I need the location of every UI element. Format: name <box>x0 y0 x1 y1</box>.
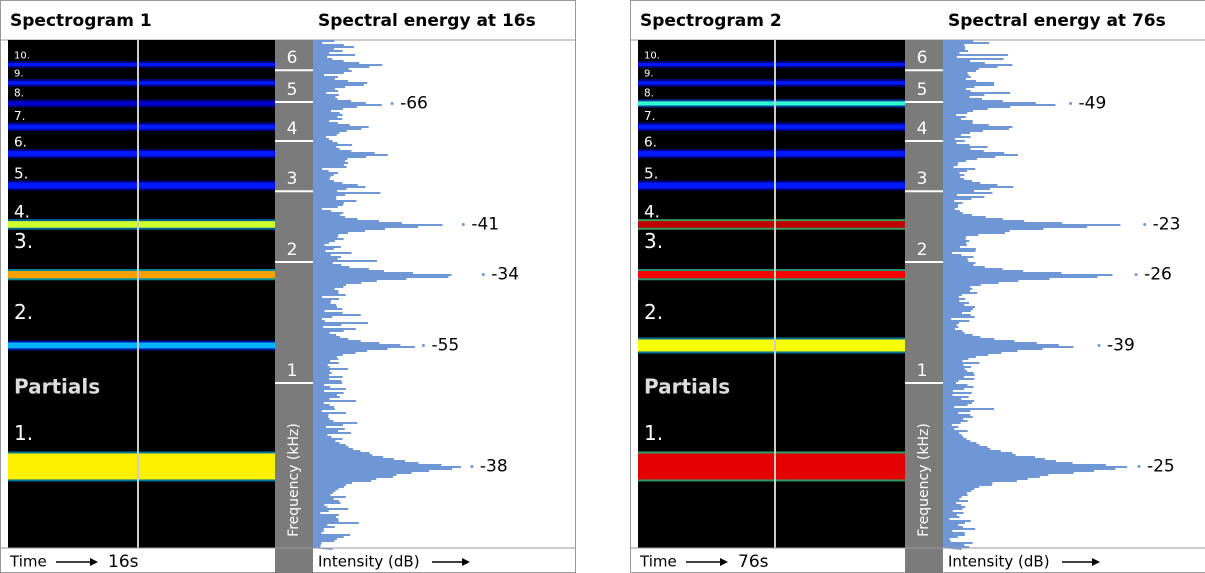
freq-tick-label: 3 <box>917 169 928 189</box>
partial-band <box>8 124 275 130</box>
peak-label: -66 <box>400 93 428 113</box>
partial-band <box>638 124 905 130</box>
peak-label: -55 <box>431 335 459 355</box>
partial-label: 2. <box>14 300 33 324</box>
partial-band <box>638 221 905 228</box>
freq-axis-label: Frequency (kHz) <box>286 423 302 537</box>
partial-band <box>638 339 905 352</box>
peak-label: -23 <box>1153 214 1181 234</box>
panel: Spectrogram 2 Spectral energy at 76s 1. 2. 3… <box>630 0 1205 573</box>
partial-band <box>638 101 905 106</box>
partial-label: 5. <box>14 164 29 182</box>
freq-tick-label: 4 <box>917 119 928 139</box>
partials-label: Partials <box>644 375 730 399</box>
partial-label: 5. <box>644 164 659 182</box>
partial-label: 4. <box>644 201 660 221</box>
time-arrowhead <box>90 558 98 566</box>
partial-band <box>8 271 275 279</box>
partial-label: 1. <box>644 421 663 445</box>
peak-marker <box>421 343 425 347</box>
partial-label: 10. <box>14 50 30 61</box>
partial-label: 3. <box>644 229 663 253</box>
partial-label: 6. <box>644 135 657 151</box>
partial-band <box>638 182 905 189</box>
energy-title: Spectral energy at 16s <box>318 11 536 31</box>
time-arrowhead <box>720 558 728 566</box>
partial-label: 9. <box>14 68 24 79</box>
peak-label: -41 <box>471 214 499 234</box>
peak-marker <box>390 101 394 105</box>
peak-marker <box>1134 273 1138 277</box>
peak-marker <box>1097 343 1101 347</box>
peak-label: -26 <box>1144 265 1172 285</box>
spectral-envelope <box>313 40 462 550</box>
intensity-arrowhead <box>462 558 470 566</box>
partial-band <box>638 81 905 85</box>
peak-label: -39 <box>1107 335 1135 355</box>
freq-tick-label: 1 <box>287 361 298 381</box>
time-label: Time <box>639 553 677 571</box>
partial-band <box>8 101 275 106</box>
partial-label: 8. <box>14 87 24 99</box>
energy-title: Spectral energy at 76s <box>948 11 1166 31</box>
peak-marker <box>470 464 474 468</box>
freq-tick-label: 2 <box>287 240 298 260</box>
freq-tick-label: 3 <box>287 169 298 189</box>
freq-tick-label: 5 <box>917 80 928 100</box>
partial-label: 7. <box>14 109 25 123</box>
freq-tick-label: 5 <box>287 80 298 100</box>
partial-label: 8. <box>644 87 654 99</box>
time-value: 76s <box>738 552 769 572</box>
peak-label: -25 <box>1147 456 1175 476</box>
partial-band <box>8 182 275 189</box>
frequency-axis <box>275 40 313 573</box>
freq-tick-label: 4 <box>287 119 298 139</box>
partial-band <box>638 271 905 279</box>
partial-label: 1. <box>14 421 33 445</box>
partial-band <box>8 62 275 66</box>
partial-band <box>8 453 275 480</box>
freq-tick-label: 6 <box>917 48 928 68</box>
time-value: 16s <box>108 552 139 572</box>
peak-marker <box>1137 464 1141 468</box>
spectrogram-title: Spectrogram 2 <box>640 11 782 31</box>
partial-band <box>8 342 275 349</box>
peak-label: -49 <box>1079 93 1107 113</box>
partial-band <box>8 150 275 157</box>
spectral-envelope <box>943 40 1128 550</box>
partials-label: Partials <box>14 375 100 399</box>
peak-label: -34 <box>491 265 519 285</box>
peak-marker <box>461 222 465 226</box>
intensity-label: Intensity (dB) <box>318 553 420 571</box>
freq-tick-label: 6 <box>287 48 298 68</box>
spectrogram-title: Spectrogram 1 <box>10 11 152 31</box>
peak-marker <box>481 273 485 277</box>
partial-label: 2. <box>644 300 663 324</box>
partial-band <box>638 62 905 66</box>
freq-axis-label: Frequency (kHz) <box>916 423 932 537</box>
time-label: Time <box>9 553 47 571</box>
peak-marker <box>1143 222 1147 226</box>
partial-label: 7. <box>644 109 655 123</box>
peak-marker <box>1069 101 1073 105</box>
panel: Spectrogram 1 Spectral energy at 16s 1. 2. 3… <box>0 0 576 573</box>
freq-tick-label: 2 <box>917 240 928 260</box>
partial-label: 4. <box>14 201 30 221</box>
partial-band <box>638 150 905 157</box>
intensity-arrowhead <box>1092 558 1100 566</box>
partial-label: 9. <box>644 68 654 79</box>
freq-tick-label: 1 <box>917 361 928 381</box>
partial-band <box>8 81 275 85</box>
partial-band <box>638 453 905 480</box>
partial-label: 3. <box>14 229 33 253</box>
partial-band <box>8 221 275 228</box>
partial-label: 10. <box>644 50 660 61</box>
frequency-axis <box>905 40 943 573</box>
partial-label: 6. <box>14 135 27 151</box>
peak-label: -38 <box>480 456 508 476</box>
intensity-label: Intensity (dB) <box>948 553 1050 571</box>
